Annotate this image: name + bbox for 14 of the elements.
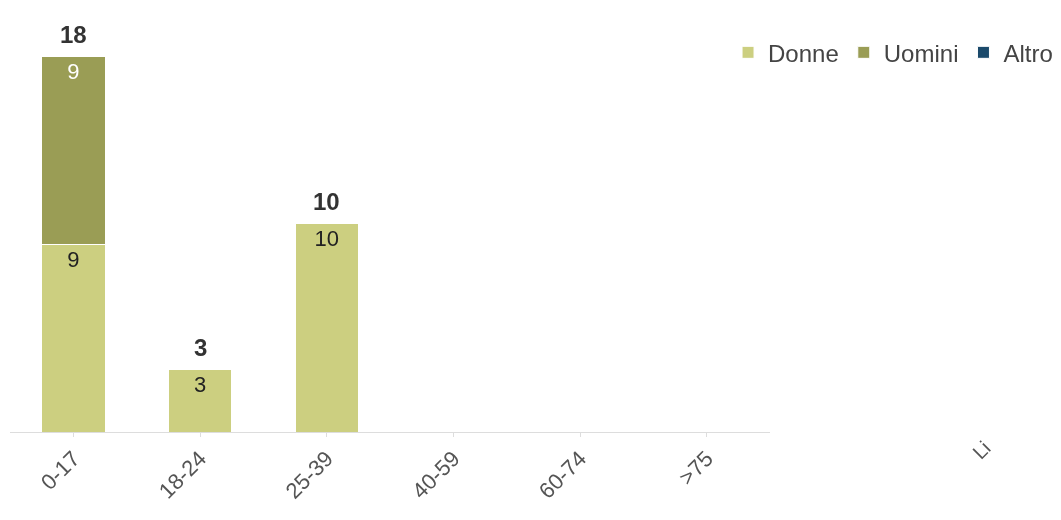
data-label: 9 — [67, 59, 80, 85]
total-label: 18 — [60, 21, 87, 48]
data-label: 10 — [314, 226, 339, 252]
legend-label: Altro — [1003, 39, 1053, 67]
data-label: 3 — [193, 372, 207, 398]
legend-label: Donne — [768, 39, 839, 67]
x-tick-label: >75 — [673, 446, 718, 491]
bar — [167, 368, 233, 432]
legend-label: Uomini — [883, 39, 959, 67]
total-label: 3 — [194, 334, 208, 361]
text: Li — [968, 436, 995, 464]
total-label: 10 — [313, 188, 340, 215]
bar — [294, 222, 359, 432]
data-label: 9 — [67, 247, 80, 273]
